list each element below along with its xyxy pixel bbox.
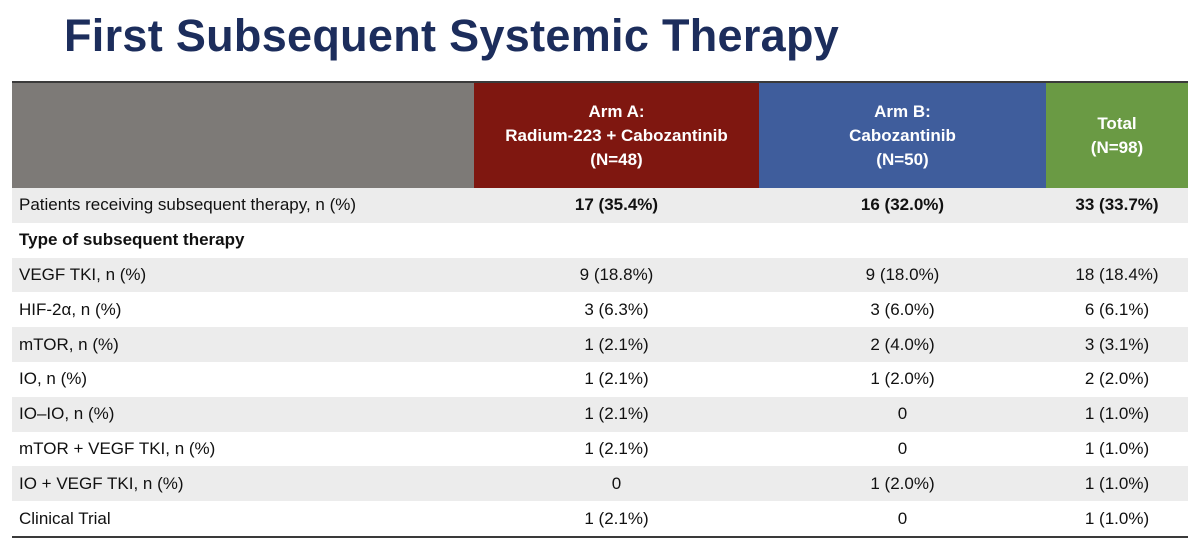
row-arm-b: 3 (6.0%)	[870, 299, 935, 319]
slide-title: First Subsequent Systemic Therapy	[64, 10, 840, 61]
row-arm-a: 1 (2.1%)	[584, 369, 649, 389]
row-total: 18 (18.4%)	[1075, 264, 1159, 284]
header-arm-a-line2: Radium-223 + Cabozantinib	[505, 125, 728, 145]
row-total: 1 (1.0%)	[1084, 473, 1150, 493]
row-label: IO–IO, n (%)	[19, 404, 115, 424]
table-row: mTOR + VEGF TKI, n (%) 1 (2.1%) 0 1 (1.0%)	[12, 432, 1188, 467]
row-total: 1 (1.0%)	[1084, 404, 1150, 424]
table-row: VEGF TKI, n (%) 9 (18.8%) 9 (18.0%) 18 (18.…	[12, 257, 1188, 293]
table-header-row: Arm A: Radium-223 + Cabozantinib (N=48) …	[12, 83, 1188, 188]
row-arm-b: 0	[897, 404, 908, 424]
section-heading: Type of subsequent therapy	[19, 230, 245, 250]
table-row: Clinical Trial 1 (2.1%) 0 1 (1.0%)	[12, 501, 1188, 536]
row-arm-b: 9 (18.0%)	[865, 264, 940, 284]
row-label: mTOR, n (%)	[19, 334, 119, 354]
header-arm-b-line2: Cabozantinib	[849, 125, 956, 145]
row-arm-a: 0	[611, 473, 622, 493]
table-row: IO–IO, n (%) 1 (2.1%) 0 1 (1.0%)	[12, 396, 1188, 432]
row-label: VEGF TKI, n (%)	[19, 264, 147, 284]
row-arm-b: 0	[897, 438, 908, 458]
header-arm-b: Arm B: Cabozantinib (N=50)	[759, 83, 1046, 188]
row-label: IO, n (%)	[19, 369, 88, 389]
header-total: Total (N=98)	[1046, 83, 1188, 188]
row-label: Clinical Trial	[19, 508, 111, 528]
row-total: 2 (2.0%)	[1084, 369, 1150, 389]
row-total: 3 (3.1%)	[1084, 334, 1150, 354]
table-row: mTOR, n (%) 1 (2.1%) 2 (4.0%) 3 (3.1%)	[12, 327, 1188, 362]
header-arm-a-line3: (N=48)	[590, 149, 643, 169]
header-blank-cell	[12, 83, 474, 188]
header-total-line2: (N=98)	[1090, 137, 1144, 157]
header-arm-a-line1: Arm A:	[588, 101, 645, 121]
summary-row-label: Patients receiving subsequent therapy, n…	[19, 195, 357, 215]
therapy-table: Arm A: Radium-223 + Cabozantinib (N=48) …	[12, 81, 1188, 538]
row-arm-a: 9 (18.8%)	[579, 264, 654, 284]
row-arm-a: 1 (2.1%)	[584, 334, 649, 354]
summary-row-arm-a: 17 (35.4%)	[574, 195, 659, 215]
row-arm-b: 0	[897, 508, 908, 528]
table-row: IO, n (%) 1 (2.1%) 1 (2.0%) 2 (2.0%)	[12, 362, 1188, 397]
table-row: IO + VEGF TKI, n (%) 0 1 (2.0%) 1 (1.0%)	[12, 466, 1188, 502]
row-total: 1 (1.0%)	[1084, 508, 1150, 528]
table-row: HIF-2α, n (%) 3 (6.3%) 3 (6.0%) 6 (6.1%)	[12, 292, 1188, 327]
row-total: 6 (6.1%)	[1084, 299, 1150, 319]
header-arm-a: Arm A: Radium-223 + Cabozantinib (N=48)	[474, 83, 759, 188]
row-arm-b: 1 (2.0%)	[870, 473, 935, 493]
row-arm-a: 1 (2.1%)	[584, 508, 649, 528]
row-arm-a: 1 (2.1%)	[584, 404, 649, 424]
row-label: mTOR + VEGF TKI, n (%)	[19, 438, 216, 458]
row-arm-b: 1 (2.0%)	[870, 369, 935, 389]
row-arm-a: 3 (6.3%)	[584, 299, 649, 319]
header-arm-b-line3: (N=50)	[876, 149, 929, 169]
header-arm-b-line1: Arm B:	[874, 101, 931, 121]
row-arm-b: 2 (4.0%)	[870, 334, 935, 354]
row-label: HIF-2α, n (%)	[19, 299, 122, 319]
row-label: IO + VEGF TKI, n (%)	[19, 473, 184, 493]
therapy-rows: VEGF TKI, n (%) 9 (18.8%) 9 (18.0%) 18 (18.…	[12, 257, 1188, 536]
row-arm-a: 1 (2.1%)	[584, 438, 649, 458]
summary-row-total: 33 (33.7%)	[1075, 195, 1159, 215]
header-total-line1: Total	[1097, 113, 1137, 133]
summary-row: Patients receiving subsequent therapy, n…	[12, 188, 1188, 223]
summary-row-arm-b: 16 (32.0%)	[860, 195, 945, 215]
row-total: 1 (1.0%)	[1084, 438, 1150, 458]
